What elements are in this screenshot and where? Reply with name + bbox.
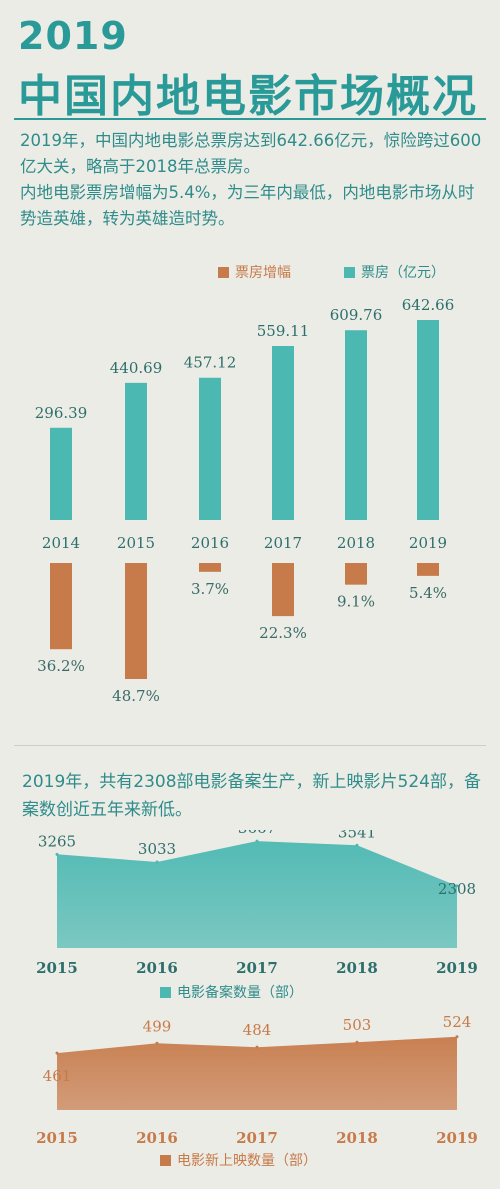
x-tick-label: 2016 <box>191 534 229 552</box>
area-value-label: 503 <box>343 1016 372 1034</box>
growth-bar <box>272 563 294 617</box>
boxoffice-bar <box>345 330 367 520</box>
x-tick-label: 2017 <box>236 1129 278 1147</box>
growth-value-label: 3.7% <box>191 580 229 598</box>
caption-label-release: 电影新上映数量（部） <box>177 1153 317 1169</box>
growth-value-label: 36.2% <box>37 657 85 675</box>
boxoffice-value-label: 296.39 <box>35 404 88 422</box>
area-point <box>155 860 159 864</box>
area-value-label: 3265 <box>38 832 76 850</box>
caption-label-registration: 电影备案数量（部） <box>177 985 303 1001</box>
area-point <box>55 852 59 856</box>
area-value-label: 461 <box>43 1067 72 1085</box>
growth-bar <box>125 563 147 679</box>
year-title: 2019 <box>18 14 128 58</box>
area-fill <box>57 1036 457 1110</box>
x-tick-label: 2017 <box>264 534 302 552</box>
x-tick-label: 2016 <box>136 1129 178 1147</box>
area-value-label: 499 <box>143 1017 172 1035</box>
boxoffice-value-label: 642.66 <box>402 296 455 314</box>
area-point <box>355 843 359 847</box>
boxoffice-value-label: 609.76 <box>330 306 383 324</box>
caption-swatch-release <box>160 1154 171 1166</box>
boxoffice-bar-chart: 296.39 2014 36.2% 440.69 2015 48.7% 457.12 2016… <box>35 296 455 705</box>
boxoffice-bar <box>50 427 72 520</box>
legend-growth: 票房增幅 <box>218 262 291 282</box>
legend-label-boxoffice: 票房（亿元） <box>361 265 445 281</box>
release-area-chart: 461 499 484 503 524 2015 2016 2017 2018 2019 <box>36 1015 478 1147</box>
x-tick-label: 2018 <box>337 534 375 552</box>
x-tick-label: 2018 <box>336 959 378 977</box>
area-value-label: 3033 <box>138 840 176 858</box>
legend-swatch-growth <box>218 266 229 278</box>
area-point <box>255 839 259 843</box>
x-tick-label: 2019 <box>409 534 447 552</box>
boxoffice-value-label: 457.12 <box>184 354 237 372</box>
growth-bar <box>50 563 72 650</box>
boxoffice-value-label: 440.69 <box>110 359 163 377</box>
area-point <box>455 884 459 888</box>
caption-swatch-registration <box>160 986 171 998</box>
boxoffice-bar <box>199 377 221 520</box>
growth-value-label: 9.1% <box>337 593 375 611</box>
area-point <box>55 1051 59 1055</box>
boxoffice-bar <box>417 320 439 520</box>
area-point <box>255 1045 259 1049</box>
intro-line-1: 2019年，中国内地电影总票房达到642.66亿元，惊险跨过600亿大关，略高于… <box>20 131 482 176</box>
registration-area-chart: 3265 3033 3667 3541 2308 2015 2016 2017 2018 2019 <box>36 830 478 977</box>
growth-value-label: 48.7% <box>112 687 160 705</box>
intro-text: 2019年，中国内地电影总票房达到642.66亿元，惊险跨过600亿大关，略高于… <box>20 128 485 232</box>
legend-label-growth: 票房增幅 <box>235 265 291 281</box>
legend-swatch-boxoffice <box>344 266 355 278</box>
area-value-label: 3541 <box>338 830 376 841</box>
x-tick-label: 2017 <box>236 959 278 977</box>
section-divider <box>14 745 486 746</box>
x-tick-label: 2015 <box>36 1129 78 1147</box>
area-value-label: 2308 <box>438 880 476 898</box>
section2-line: 2019年，共有2308部电影备案生产，新上映影片524部，备案数创近五年来新低… <box>22 772 481 820</box>
x-tick-label: 2014 <box>42 534 80 552</box>
boxoffice-bar <box>125 382 147 520</box>
page-title: 中国内地电影市场概况 <box>18 71 478 122</box>
legend-boxoffice: 票房（亿元） <box>344 262 445 282</box>
growth-bar <box>417 563 439 576</box>
x-tick-label: 2015 <box>36 959 78 977</box>
area-value-label: 484 <box>243 1021 272 1039</box>
growth-value-label: 5.4% <box>409 584 447 602</box>
boxoffice-value-label: 559.11 <box>257 322 310 340</box>
intro-line-2: 内地电影票房增幅为5.4%，为三年内最低，内地电影市场从时势造英雄，转为英雄造时… <box>20 183 475 228</box>
area-point <box>455 1035 459 1039</box>
x-tick-label: 2019 <box>436 959 478 977</box>
growth-bar <box>199 563 221 572</box>
growth-bar <box>345 563 367 585</box>
area-point <box>355 1040 359 1044</box>
section2-text: 2019年，共有2308部电影备案生产，新上映影片524部，备案数创近五年来新低… <box>22 768 492 824</box>
area-value-label: 3667 <box>238 830 276 837</box>
x-tick-label: 2019 <box>436 1129 478 1147</box>
area-fill <box>57 841 457 948</box>
x-tick-label: 2015 <box>117 534 155 552</box>
title-divider <box>14 118 486 120</box>
area-point <box>155 1041 159 1045</box>
x-tick-label: 2016 <box>136 959 178 977</box>
caption-registration: 电影备案数量（部） <box>160 982 303 1002</box>
caption-release: 电影新上映数量（部） <box>160 1150 317 1170</box>
boxoffice-bar <box>272 346 294 520</box>
area-value-label: 524 <box>443 1015 472 1031</box>
growth-value-label: 22.3% <box>259 624 307 642</box>
x-tick-label: 2018 <box>336 1129 378 1147</box>
